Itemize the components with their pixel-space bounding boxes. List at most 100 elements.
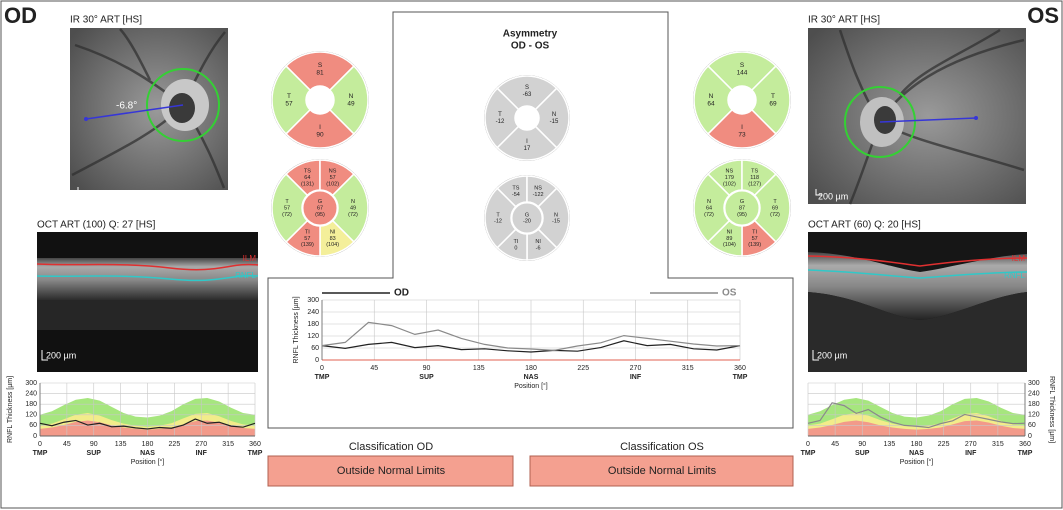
optic-cup <box>169 93 195 123</box>
sector <box>534 87 570 149</box>
sector-label: T <box>498 112 502 118</box>
sector-norm: (95) <box>315 212 325 218</box>
y-tick-label: 0 <box>1028 433 1032 440</box>
y-tick-label: 0 <box>315 357 319 364</box>
legend-label: OS <box>722 288 737 299</box>
sector-label: N <box>349 93 354 100</box>
sector-center <box>724 190 760 226</box>
legend-label: OD <box>394 288 409 299</box>
optic-cup <box>874 106 896 134</box>
region-label: TMP <box>733 374 748 381</box>
sector-label: G <box>525 212 529 218</box>
ilm-line <box>36 263 259 271</box>
sector <box>284 108 356 149</box>
y-tick-label: 300 <box>1028 380 1040 387</box>
sector-value: 81 <box>316 69 324 76</box>
asymmetry-subtitle: OD - OS <box>511 41 550 52</box>
y-axis-label: RNFL Thickness [µm] <box>1048 376 1055 443</box>
sector-value: 67 <box>317 205 323 211</box>
sector-center <box>302 190 338 226</box>
rnfl-label: RNFL <box>235 271 256 280</box>
y-tick-label: 240 <box>25 390 37 397</box>
sector-norm: (127) <box>748 181 761 187</box>
x-tick-label: 270 <box>965 441 977 448</box>
thickness-line <box>321 321 741 352</box>
scale-bar <box>77 187 84 194</box>
sector-value: 57 <box>752 236 758 242</box>
sector-norm: (72) <box>282 212 292 218</box>
sector-label: N <box>707 199 711 205</box>
sector-label: I <box>526 139 528 145</box>
fovea-dot <box>974 116 978 120</box>
thickness-line <box>321 340 741 353</box>
sector-value: -63 <box>523 92 532 98</box>
sector-value: 69 <box>769 100 777 107</box>
x-tick-label: 225 <box>938 441 950 448</box>
region-label: NAS <box>140 450 155 457</box>
sector <box>271 64 312 136</box>
eye-label: OD <box>4 3 37 28</box>
sector <box>484 187 517 249</box>
sector-value: 83 <box>330 236 336 242</box>
fovea-line <box>879 117 977 123</box>
sector-value: -15 <box>550 119 559 125</box>
sector-value: 57 <box>285 100 293 107</box>
sector-label: S <box>525 85 529 91</box>
sector <box>271 172 309 244</box>
sector-label: NS <box>329 169 337 175</box>
ilm-line <box>807 255 1028 267</box>
x-tick-label: 45 <box>63 441 71 448</box>
sector <box>753 172 791 244</box>
region-label: SUP <box>87 450 102 457</box>
sector-label: NI <box>727 230 733 236</box>
sector <box>706 108 778 149</box>
x-tick-label: 270 <box>195 441 207 448</box>
ir-image: 200 µm <box>808 28 1026 205</box>
ilm-label: ILM <box>1012 254 1026 263</box>
sector-label: T <box>773 199 777 205</box>
classification-title: Classification OS <box>620 441 704 453</box>
sector-label: N <box>709 93 714 100</box>
sector-value: -12 <box>494 219 502 225</box>
sector-value: 69 <box>772 205 778 211</box>
x-tick-label: 0 <box>806 441 810 448</box>
x-axis-label: Position [°] <box>900 458 934 466</box>
sector-value: 49 <box>350 205 356 211</box>
sector-label: NS <box>726 169 734 175</box>
scale-label: 200 µm <box>80 191 110 201</box>
sector-label: S <box>318 62 323 69</box>
x-axis-label: Position [°] <box>131 458 165 466</box>
sector-value: 73 <box>738 131 746 138</box>
sector <box>706 51 778 92</box>
eye-label: OS <box>1027 3 1059 28</box>
x-axis-label: Position [°] <box>514 382 548 390</box>
x-tick-label: 90 <box>423 365 431 372</box>
region-label: SUP <box>419 374 434 381</box>
x-tick-label: 135 <box>884 441 896 448</box>
region-label: TMP <box>801 450 816 457</box>
thickness-line <box>807 402 1026 429</box>
sector-label: S <box>740 62 745 69</box>
choroid <box>37 300 258 330</box>
y-tick-label: 60 <box>311 345 319 352</box>
image-title: OCT ART (100) Q: 27 [HS] <box>37 220 156 231</box>
sector-value: -54 <box>512 192 520 198</box>
sector-label: TS <box>304 169 311 175</box>
sector-label: TI <box>305 230 310 236</box>
x-tick-label: 360 <box>734 365 746 372</box>
rnfl-line <box>36 274 259 282</box>
scale-label: 200 µm <box>46 350 76 360</box>
sector-value: 57 <box>304 236 310 242</box>
region-label: NAS <box>909 450 924 457</box>
sector <box>496 75 558 111</box>
y-tick-label: 180 <box>25 401 37 408</box>
x-tick-label: 315 <box>222 441 234 448</box>
sector-label: G <box>740 199 744 205</box>
y-tick-label: 120 <box>1028 412 1040 419</box>
sector-value: 89 <box>726 236 732 242</box>
sector-label: NI <box>330 230 336 236</box>
x-tick-label: 270 <box>630 365 642 372</box>
x-tick-label: 0 <box>320 365 324 372</box>
sector-label: T <box>287 93 291 100</box>
asymmetry-title: Asymmetry <box>503 29 558 40</box>
